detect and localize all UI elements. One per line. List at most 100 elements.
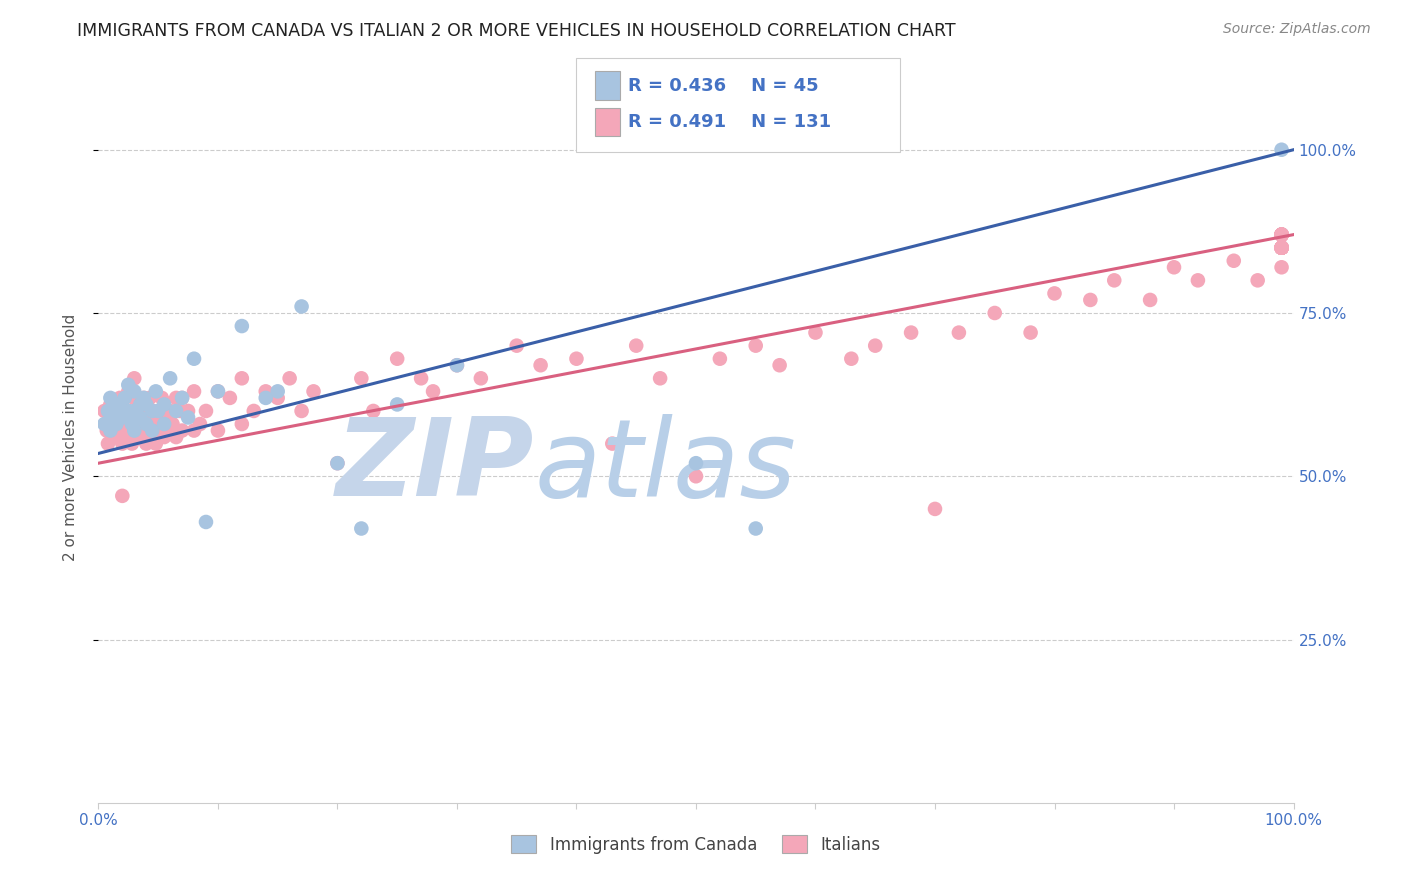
Point [159, 371, 181, 385]
Point [1271, 227, 1294, 242]
Point [98, 391, 122, 405]
Point [93, 404, 115, 418]
Point [98, 424, 122, 438]
Point [135, 436, 157, 450]
Point [96, 424, 118, 438]
Point [108, 391, 131, 405]
Legend: Immigrants from Canada, Italians: Immigrants from Canada, Italians [505, 829, 887, 860]
Point [924, 502, 946, 516]
Point [1271, 227, 1294, 242]
Point [195, 515, 218, 529]
Point [626, 339, 648, 353]
Point [565, 351, 588, 366]
Point [267, 384, 290, 399]
Point [1271, 241, 1294, 255]
Point [1271, 227, 1294, 242]
Text: R = 0.491    N = 131: R = 0.491 N = 131 [628, 113, 831, 131]
Point [183, 351, 205, 366]
Point [1271, 241, 1294, 255]
Point [1271, 227, 1294, 242]
Point [125, 424, 148, 438]
Point [155, 417, 177, 431]
Point [1223, 253, 1246, 268]
Point [143, 417, 166, 431]
Point [685, 456, 707, 470]
Point [135, 404, 157, 418]
Point [105, 417, 128, 431]
Point [141, 404, 163, 418]
Point [121, 417, 143, 431]
Point [165, 404, 187, 418]
Point [685, 469, 707, 483]
Point [149, 417, 172, 431]
Point [107, 417, 129, 431]
Point [446, 358, 468, 372]
Point [114, 391, 136, 405]
Point [219, 391, 242, 405]
Point [117, 404, 139, 418]
Point [385, 351, 409, 366]
Text: IMMIGRANTS FROM CANADA VS ITALIAN 2 OR MORE VEHICLES IN HOUSEHOLD CORRELATION CH: IMMIGRANTS FROM CANADA VS ITALIAN 2 OR M… [77, 22, 956, 40]
Point [111, 410, 134, 425]
Point [506, 339, 529, 353]
Point [470, 371, 492, 385]
Point [111, 436, 134, 450]
Point [1247, 273, 1270, 287]
Point [124, 417, 146, 431]
Point [172, 391, 194, 405]
Point [1271, 260, 1294, 275]
Point [602, 436, 624, 450]
Point [1163, 260, 1185, 275]
Point [1187, 273, 1209, 287]
Point [145, 384, 167, 399]
Point [114, 391, 136, 405]
Point [254, 384, 277, 399]
Point [98, 397, 122, 411]
Point [291, 300, 314, 314]
Point [141, 404, 163, 418]
Point [124, 424, 146, 438]
Point [153, 417, 176, 431]
Point [121, 436, 143, 450]
Point [177, 410, 200, 425]
Point [1271, 241, 1294, 255]
Point [148, 404, 170, 418]
Point [326, 456, 349, 470]
Point [177, 404, 200, 418]
Point [1104, 273, 1126, 287]
Point [141, 430, 163, 444]
Point [648, 371, 672, 385]
Point [1271, 227, 1294, 242]
Point [129, 404, 152, 418]
Point [159, 404, 181, 418]
Point [291, 404, 314, 418]
Point [132, 391, 155, 405]
Point [105, 404, 128, 418]
Point [148, 404, 170, 418]
Point [422, 384, 444, 399]
Point [195, 404, 218, 418]
Point [207, 384, 229, 399]
Point [108, 404, 131, 418]
Point [278, 371, 301, 385]
Point [1271, 241, 1294, 255]
Point [135, 417, 157, 431]
Point [948, 326, 970, 340]
Point [135, 397, 157, 411]
Point [207, 384, 229, 399]
Point [101, 424, 124, 438]
Point [1271, 241, 1294, 255]
Point [1271, 241, 1294, 255]
Point [124, 371, 146, 385]
Point [1271, 227, 1294, 242]
Point [153, 397, 176, 411]
Point [267, 391, 290, 405]
Point [1271, 241, 1294, 255]
Point [1271, 241, 1294, 255]
Point [1019, 326, 1042, 340]
Point [1271, 227, 1294, 242]
Point [111, 489, 134, 503]
Point [865, 339, 887, 353]
Point [446, 358, 468, 372]
Point [131, 417, 153, 431]
